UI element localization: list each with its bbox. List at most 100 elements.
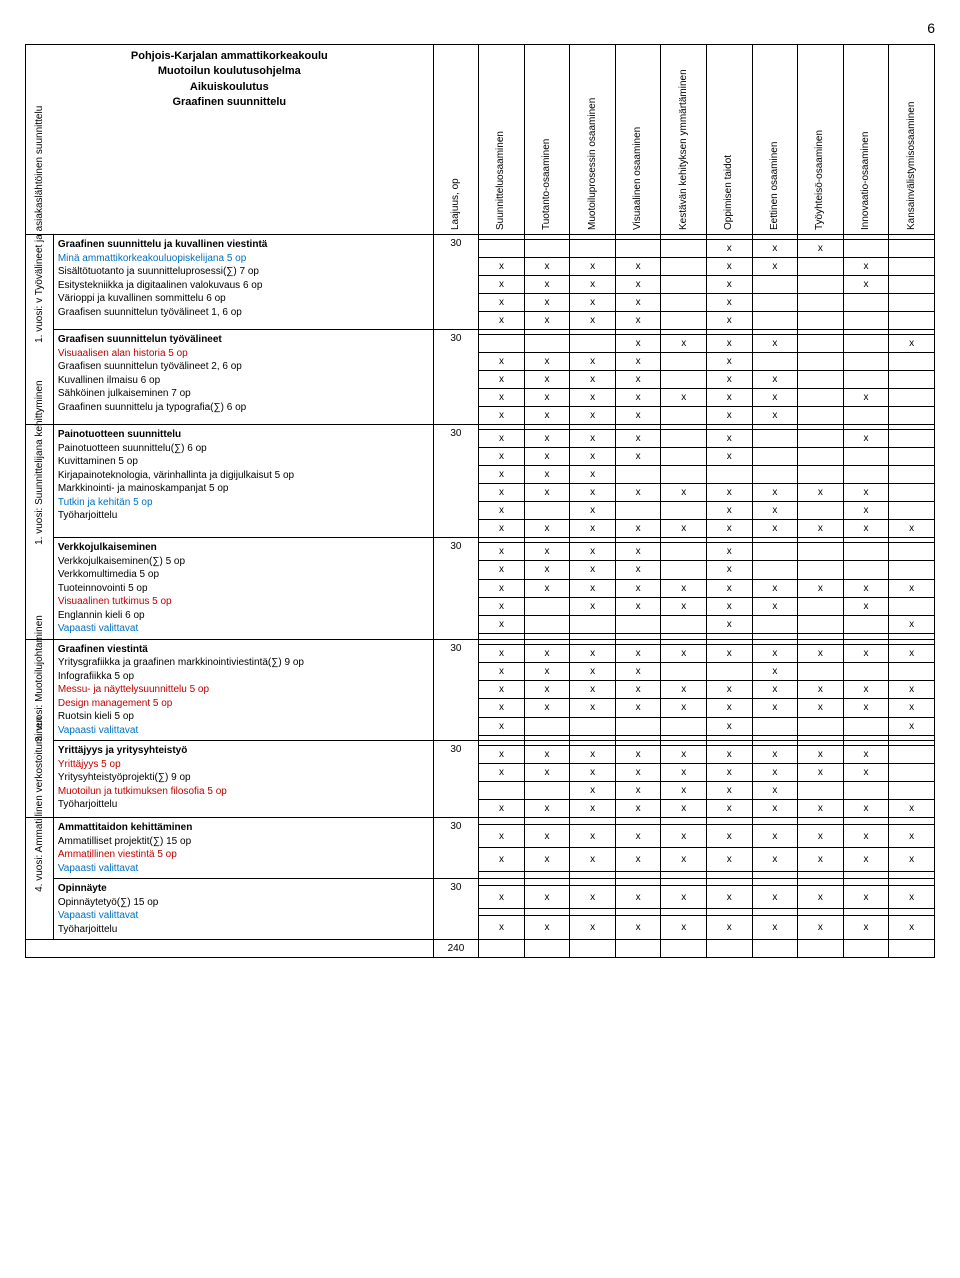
mark-cell: x bbox=[707, 579, 753, 597]
mark-cell bbox=[798, 717, 844, 735]
mark-cell bbox=[752, 294, 798, 312]
mark-cell: x bbox=[615, 312, 661, 330]
mark-cell: x bbox=[707, 561, 753, 579]
mark-cell: x bbox=[752, 597, 798, 615]
mark-cell: x bbox=[889, 520, 935, 538]
mark-cell bbox=[798, 371, 844, 389]
year-sidebar: 4. vuosi: Ammatillinen verkostoituminen bbox=[26, 818, 54, 940]
course-title: Työharjoittelu bbox=[58, 509, 429, 523]
mark-cell bbox=[524, 335, 570, 353]
mark-cell: x bbox=[615, 258, 661, 276]
mark-cell: x bbox=[524, 662, 570, 680]
mark-cell: x bbox=[707, 800, 753, 818]
mark-cell bbox=[843, 717, 889, 735]
mark-cell: x bbox=[798, 848, 844, 872]
mark-cell: x bbox=[479, 502, 525, 520]
mark-cell bbox=[752, 717, 798, 735]
mark-cell: x bbox=[843, 746, 889, 764]
mark-cell: x bbox=[843, 502, 889, 520]
mark-cell: x bbox=[615, 371, 661, 389]
course-title: Työharjoittelu bbox=[58, 923, 429, 937]
course-title: Kirjapainoteknologia, värinhallinta ja d… bbox=[58, 469, 429, 483]
mark-cell: x bbox=[707, 240, 753, 258]
mark-cell bbox=[889, 484, 935, 502]
total-empty bbox=[615, 940, 661, 958]
mark-cell bbox=[798, 561, 844, 579]
mark-cell: x bbox=[524, 746, 570, 764]
mark-cell: x bbox=[479, 312, 525, 330]
col-tuotanto: Tuotanto-osaaminen bbox=[524, 45, 570, 235]
mark-cell: x bbox=[524, 312, 570, 330]
year-sidebar-label: 1. vuosi: Suunnittelijana kehittyminen bbox=[33, 518, 46, 545]
mark-cell: x bbox=[798, 916, 844, 940]
mark-cell: x bbox=[524, 848, 570, 872]
course-title: Yrittäjyys 5 op bbox=[58, 758, 429, 772]
mark-cell: x bbox=[752, 520, 798, 538]
mark-cell: x bbox=[615, 662, 661, 680]
mark-cell: x bbox=[615, 389, 661, 407]
mark-cell: x bbox=[615, 430, 661, 448]
mark-cell: x bbox=[889, 335, 935, 353]
mark-cell bbox=[707, 466, 753, 484]
mark-cell bbox=[889, 294, 935, 312]
mark-cell bbox=[889, 746, 935, 764]
mark-cell: x bbox=[752, 782, 798, 800]
mark-cell: x bbox=[570, 466, 616, 484]
mark-cell: x bbox=[524, 561, 570, 579]
mark-cell bbox=[615, 909, 661, 916]
total-empty bbox=[707, 940, 753, 958]
credits-cell: 30 bbox=[433, 235, 479, 330]
mark-cell: x bbox=[707, 782, 753, 800]
mark-cell: x bbox=[707, 294, 753, 312]
course-title: Ammatilliset projektit(∑) 15 op bbox=[58, 835, 429, 849]
mark-cell bbox=[798, 294, 844, 312]
mark-cell bbox=[752, 561, 798, 579]
total-empty bbox=[570, 940, 616, 958]
mark-cell: x bbox=[661, 848, 707, 872]
mark-cell: x bbox=[889, 616, 935, 634]
total-label-empty bbox=[26, 940, 434, 958]
mark-cell: x bbox=[661, 579, 707, 597]
mark-cell: x bbox=[707, 502, 753, 520]
mark-cell bbox=[661, 662, 707, 680]
header-l1: Pohjois-Karjalan ammattikorkeakoulu bbox=[32, 49, 427, 64]
mark-cell: x bbox=[752, 579, 798, 597]
col-eettinen: Eettinen osaaminen bbox=[752, 45, 798, 235]
mark-cell: x bbox=[479, 579, 525, 597]
year-sidebar-label: 1. vuosi: v Työvälineet ja asiakaslähtöi… bbox=[33, 316, 46, 343]
mark-cell: x bbox=[889, 699, 935, 717]
mark-cell bbox=[889, 258, 935, 276]
mark-cell bbox=[615, 879, 661, 886]
course-title: Ammatillinen viestintä 5 op bbox=[58, 848, 429, 862]
mark-cell bbox=[843, 312, 889, 330]
mark-cell bbox=[707, 662, 753, 680]
mark-cell bbox=[524, 717, 570, 735]
mark-cell bbox=[798, 818, 844, 825]
mark-cell: x bbox=[524, 258, 570, 276]
mark-cell: x bbox=[524, 699, 570, 717]
mark-cell: x bbox=[798, 681, 844, 699]
mark-cell bbox=[524, 240, 570, 258]
mark-cell: x bbox=[661, 335, 707, 353]
mark-cell: x bbox=[479, 276, 525, 294]
mark-cell: x bbox=[661, 764, 707, 782]
col-laajuus: Laajuus, op bbox=[433, 45, 479, 235]
total-empty bbox=[889, 940, 935, 958]
mark-cell: x bbox=[615, 520, 661, 538]
mark-cell bbox=[889, 407, 935, 425]
mark-cell: x bbox=[752, 484, 798, 502]
mark-cell bbox=[889, 466, 935, 484]
mark-cell: x bbox=[570, 662, 616, 680]
mark-cell bbox=[752, 543, 798, 561]
mark-cell bbox=[752, 448, 798, 466]
mark-cell: x bbox=[661, 824, 707, 848]
mark-cell: x bbox=[798, 484, 844, 502]
course-title: Vapaasti valittavat bbox=[58, 724, 429, 738]
mark-cell: x bbox=[479, 800, 525, 818]
course-title: Verkkomultimedia 5 op bbox=[58, 568, 429, 582]
col-tyoyhteiso: Työyhteisö-osaaminen bbox=[798, 45, 844, 235]
mark-cell bbox=[661, 616, 707, 634]
mark-cell bbox=[615, 466, 661, 484]
year-sidebar-label: 4. vuosi: Ammatillinen verkostoituminen bbox=[33, 865, 46, 892]
mark-cell: x bbox=[752, 258, 798, 276]
